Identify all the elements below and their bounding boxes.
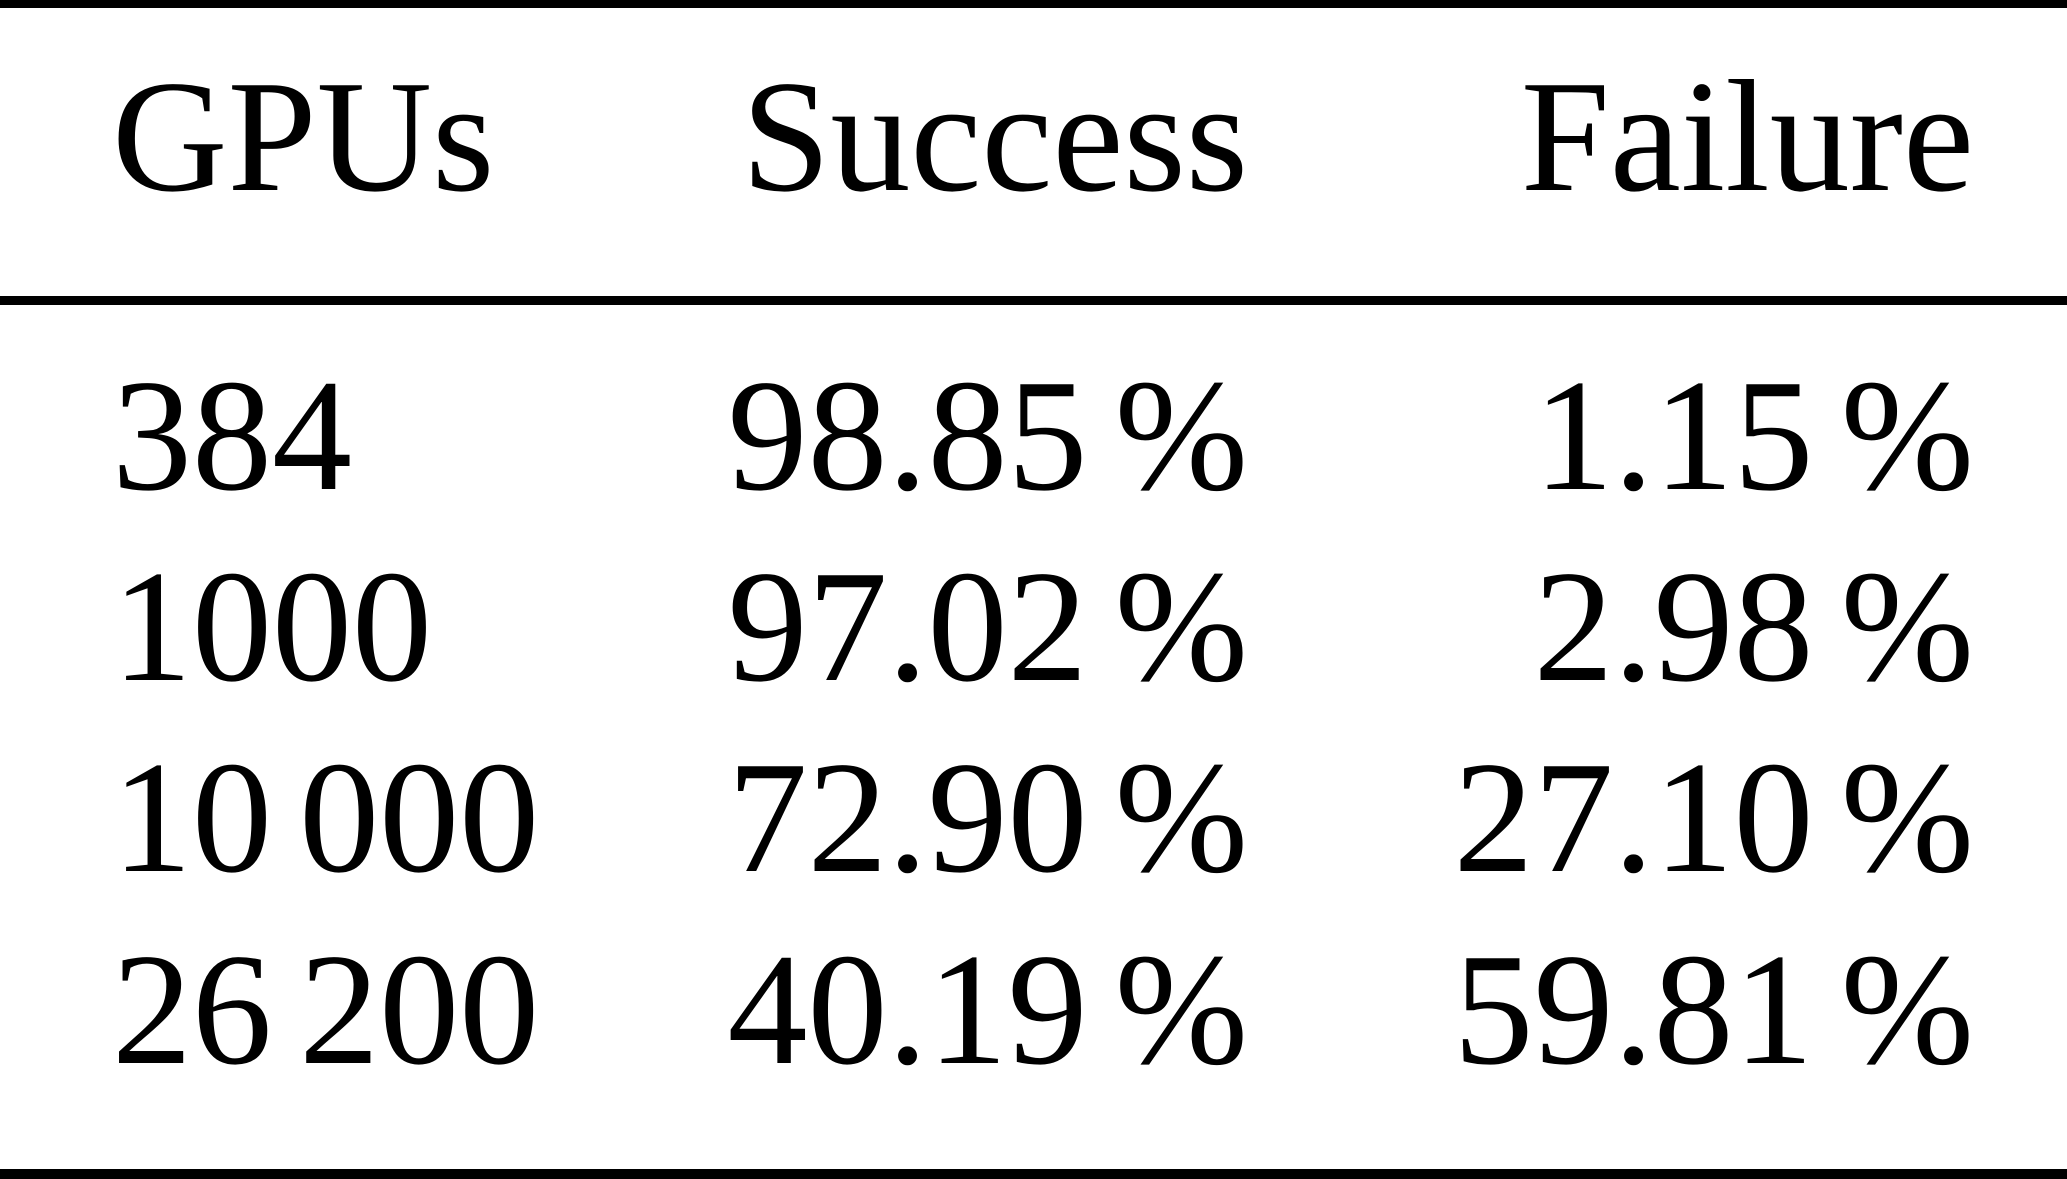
table-row: 384 98.85 % 1.15 %	[112, 355, 1974, 515]
table-row: 10 000 72.90 % 27.10 %	[112, 737, 1974, 897]
column-header-success: Success	[741, 47, 1248, 225]
cell-failure-percent: 59.81 %	[1453, 920, 1974, 1098]
table-row: 26 200 40.19 % 59.81 %	[112, 929, 1974, 1089]
table-header-separator-rule	[0, 296, 2067, 305]
column-header-failure: Failure	[1520, 47, 1974, 225]
column-header-gpus: GPUs	[112, 47, 495, 225]
table-header-row: GPUs Success Failure	[112, 56, 1974, 216]
cell-success-percent: 97.02 %	[727, 537, 1248, 715]
table-top-rule	[0, 0, 2067, 8]
cell-success-percent: 40.19 %	[727, 920, 1248, 1098]
table-bottom-rule	[0, 1169, 2067, 1179]
cell-failure-percent: 2.98 %	[1533, 537, 1974, 715]
cell-gpus: 10 000	[112, 728, 540, 906]
cell-failure-percent: 1.15 %	[1533, 346, 1974, 524]
cell-failure-percent: 27.10 %	[1453, 728, 1974, 906]
cell-gpus: 26 200	[112, 920, 540, 1098]
cell-success-percent: 72.90 %	[727, 728, 1248, 906]
cell-success-percent: 98.85 %	[727, 346, 1248, 524]
cell-gpus: 384	[112, 346, 352, 524]
cell-gpus: 1000	[112, 537, 432, 715]
table-row: 1000 97.02 % 2.98 %	[112, 546, 1974, 706]
